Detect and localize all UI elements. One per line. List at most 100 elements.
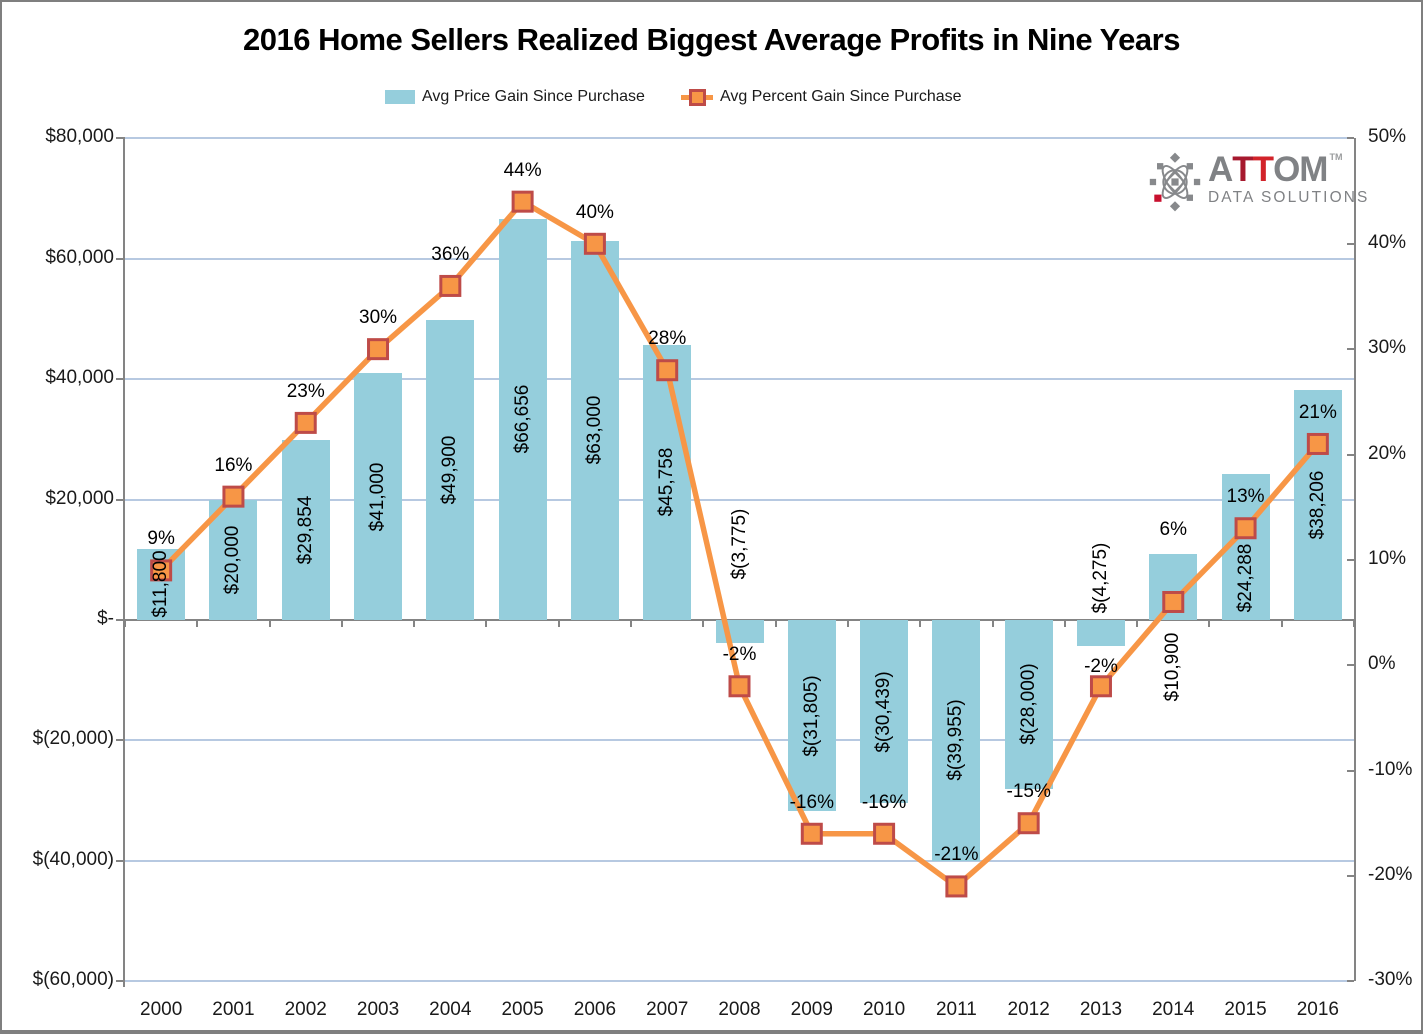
- chart-title: 2016 Home Sellers Realized Biggest Avera…: [243, 22, 1180, 57]
- left-axis-tick-label: $40,000: [45, 367, 114, 389]
- right-axis-tick: [1347, 348, 1354, 351]
- percent-marker: [800, 822, 823, 845]
- bar-value-label: $66,656: [511, 385, 533, 454]
- right-axis-tick: [1347, 453, 1354, 456]
- x-axis-tick: [1353, 620, 1355, 627]
- legend-item-percent-gain: Avg Percent Gain Since Purchase: [680, 88, 962, 106]
- legend-label: Avg Percent Gain Since Purchase: [719, 88, 962, 105]
- x-axis-year-label: 2011: [935, 999, 977, 1020]
- x-axis-tick: [702, 620, 705, 627]
- x-axis-year-label: 2001: [212, 999, 255, 1020]
- bar-value-label: $(39,955): [945, 699, 967, 781]
- percent-marker: [1089, 675, 1112, 698]
- percent-value-label: 23%: [286, 380, 325, 402]
- x-axis-year-label: 2002: [284, 999, 327, 1020]
- x-axis-year-label: 2007: [646, 999, 689, 1020]
- right-axis-tick: [1347, 664, 1354, 667]
- percent-value-label: 9%: [147, 528, 175, 550]
- right-axis-tick: [1347, 137, 1354, 140]
- percent-marker: [511, 190, 534, 213]
- line-series-swatch-icon: [680, 88, 713, 106]
- left-axis-tick: [116, 739, 125, 742]
- percent-value-label: 6%: [1159, 519, 1187, 540]
- percent-marker: [873, 822, 896, 845]
- percent-marker: [1017, 812, 1040, 835]
- x-axis-tick: [846, 620, 849, 627]
- x-axis-year-label: 2008: [718, 999, 761, 1020]
- right-axis-line: [1354, 138, 1356, 982]
- x-axis-year-label: 2003: [356, 999, 400, 1020]
- right-axis-tick-label: 10%: [1368, 547, 1407, 569]
- percent-value-label: -21%: [934, 844, 979, 866]
- right-axis-tick: [1347, 558, 1354, 561]
- left-axis-tick: [116, 859, 125, 862]
- percent-value-label: -16%: [861, 791, 907, 813]
- x-axis-tick: [630, 620, 633, 627]
- percent-value-label: 16%: [214, 454, 253, 476]
- right-axis-tick: [1347, 242, 1354, 245]
- attom-red-node: [1154, 194, 1162, 202]
- left-axis-tick-label: $(40,000): [32, 848, 114, 870]
- right-axis-tick-label: 0%: [1368, 653, 1396, 675]
- right-axis-tick-label: -20%: [1368, 863, 1413, 885]
- x-axis-year-label: 2004: [429, 999, 472, 1020]
- x-axis-year-label: 2014: [1152, 999, 1195, 1020]
- percent-value-label: 30%: [359, 307, 398, 329]
- left-axis-tick: [116, 378, 125, 381]
- dollar-gridline: [125, 257, 1354, 260]
- x-axis-tick: [774, 620, 777, 627]
- x-axis-tick: [340, 620, 343, 627]
- trademark-symbol: TM: [1329, 152, 1343, 162]
- x-axis-year-label: 2016: [1296, 999, 1339, 1020]
- right-axis-tick-label: 40%: [1368, 231, 1407, 253]
- legend-item-price-gain: Avg Price Gain Since Purchase: [385, 88, 645, 106]
- percent-value-label: -16%: [789, 791, 834, 813]
- price-gain-bar: [715, 620, 764, 643]
- percent-value-label: -2%: [722, 644, 757, 666]
- dollar-gridline: [125, 378, 1354, 381]
- bar-value-label: $20,000: [222, 525, 244, 595]
- left-axis-tick-label: $20,000: [45, 487, 114, 509]
- bar-series-swatch-icon: [385, 90, 415, 104]
- x-axis-tick: [124, 620, 126, 627]
- x-axis-year-label: 2015: [1224, 999, 1267, 1020]
- bar-value-label: $38,206: [1306, 470, 1328, 540]
- percent-value-label: 44%: [503, 159, 542, 181]
- dollar-gridline: [125, 137, 1354, 140]
- bar-value-label: $(31,805): [800, 675, 822, 757]
- x-axis-year-label: 2005: [501, 999, 544, 1020]
- dollar-gridline: [125, 859, 1354, 862]
- right-axis-tick: [1347, 980, 1354, 983]
- right-axis-tick-label: -30%: [1368, 969, 1413, 991]
- x-axis-year-label: 2010: [862, 999, 906, 1020]
- bar-value-label: $63,000: [583, 396, 605, 465]
- x-axis-tick: [919, 620, 922, 627]
- x-axis-year-label: 2009: [790, 999, 833, 1020]
- x-axis-year-label: 2000: [140, 999, 183, 1020]
- x-axis-tick: [196, 620, 199, 627]
- x-axis-year-label: 2012: [1007, 999, 1050, 1020]
- left-axis-tick: [116, 257, 125, 260]
- price-gain-bar: [1076, 620, 1125, 646]
- percent-value-label: -2%: [1084, 656, 1118, 677]
- left-axis-tick: [116, 980, 125, 983]
- percent-marker: [945, 875, 968, 898]
- bar-value-label: $11,800: [150, 550, 172, 619]
- percent-value-label: 28%: [648, 328, 687, 350]
- x-axis-tick: [1136, 620, 1139, 627]
- right-axis-tick-label: 50%: [1368, 126, 1407, 148]
- x-axis-year-label: 2013: [1079, 999, 1123, 1020]
- x-axis-tick: [268, 620, 271, 627]
- x-axis-tick: [1280, 620, 1283, 627]
- legend-label: Avg Price Gain Since Purchase: [422, 88, 645, 105]
- left-axis-tick: [116, 498, 125, 501]
- dollar-gridline: [125, 739, 1354, 742]
- percent-value-label: 21%: [1298, 401, 1337, 423]
- bar-value-label: $(3,775): [728, 508, 750, 580]
- x-axis-tick: [991, 620, 994, 627]
- x-axis-tick: [1208, 620, 1211, 627]
- attom-tagline: DATA SOLUTIONS: [1208, 189, 1370, 206]
